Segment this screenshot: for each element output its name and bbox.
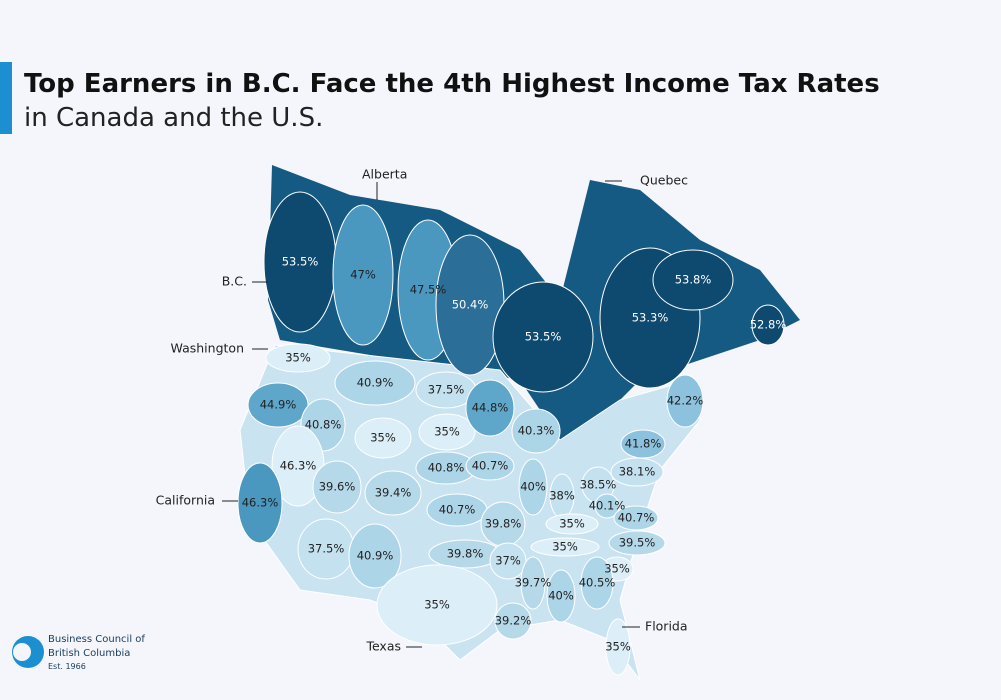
region-rate: 53.8% [675,273,712,287]
region [546,569,576,623]
region-rate: 40.1% [589,499,626,513]
region [511,408,561,454]
region [312,460,362,514]
region [580,556,614,610]
region [518,458,548,516]
region-rate: 53.5% [282,255,319,269]
callout-label: California [156,493,215,508]
region-rate: 35% [424,598,450,612]
region [492,281,594,393]
callout-label: Washington [171,341,244,356]
region-rate: 37.5% [428,383,465,397]
region-rate: 41.8% [625,437,662,451]
region-rate: 53.5% [525,330,562,344]
region [418,413,476,451]
region [247,382,309,428]
region-rate: 40.9% [357,549,394,563]
region-rate: 40.9% [357,376,394,390]
region-rate: 38% [549,489,575,503]
region [354,417,412,459]
region-rate: 39.7% [515,576,552,590]
callout-label: Quebec [640,173,688,188]
region [620,429,666,459]
region [530,537,600,557]
region-rate: 42.2% [667,394,704,408]
region-rate: 35% [285,351,311,365]
region-rate: 40.8% [428,461,465,475]
region-rate: 39.8% [447,547,484,561]
title-accent [0,62,12,134]
region-rate: 39.4% [375,486,412,500]
region-rate: 40.3% [518,424,555,438]
region-rate: 35% [434,425,460,439]
region [237,462,283,544]
region [364,470,422,516]
region-rate: 50.4% [452,298,489,312]
region-rate: 46.3% [242,496,279,510]
title: Top Earners in B.C. Face the 4th Highest… [24,69,880,99]
logo-line1: Business Council of [48,634,145,645]
callout-label: Florida [645,619,688,634]
region-rate: 46.3% [280,459,317,473]
region [465,451,515,481]
region-rate: 52.8% [750,318,787,332]
callout-label: Texas [365,639,401,654]
region-rate: 40.8% [305,418,342,432]
region-rate: 35% [604,562,630,576]
region [652,249,734,311]
region-rate: 39.8% [485,517,522,531]
region [608,530,666,556]
region-rate: 40% [520,480,546,494]
region-rate: 37.5% [308,542,345,556]
region [494,602,532,640]
region [545,513,599,535]
region [465,379,515,437]
region-rate: 35% [552,540,578,554]
region [265,343,331,373]
logo: Business Council of British Columbia Est… [12,634,145,671]
region-rate: 47% [350,268,376,282]
region [520,556,546,610]
region [594,493,620,519]
region-rate: 35% [559,517,585,531]
region [376,564,498,646]
region-rate: 37% [495,554,521,568]
subtitle: in Canada and the U.S. [24,103,323,133]
region-rate: 39.2% [495,614,532,628]
region-rate: 35% [605,640,631,654]
region-rate: 40.7% [618,511,655,525]
region [348,523,402,589]
region-rate: 39.5% [619,536,656,550]
logo-line2: British Columbia [48,648,130,659]
region-rate: 53.3% [632,311,669,325]
region-rate: 35% [370,431,396,445]
callout-label: B.C. [222,274,247,289]
region [666,374,704,428]
callout-label: Alberta [362,167,407,182]
logo-est: Est. 1966 [48,662,86,671]
region [605,618,631,676]
region [334,360,416,406]
region-rate: 44.8% [472,401,509,415]
region [332,204,394,346]
region [613,505,659,531]
region-rate: 44.9% [260,398,297,412]
region-rate: 47.5% [410,283,447,297]
region-rate: 40.7% [472,459,509,473]
region-rate: 40.7% [439,503,476,517]
region-rate: 38.5% [580,478,617,492]
region-rate: 39.6% [319,480,356,494]
region-rate: 40% [548,589,574,603]
region-rate: 38.1% [619,465,656,479]
region-rate: 40.5% [579,576,616,590]
region [751,304,785,346]
